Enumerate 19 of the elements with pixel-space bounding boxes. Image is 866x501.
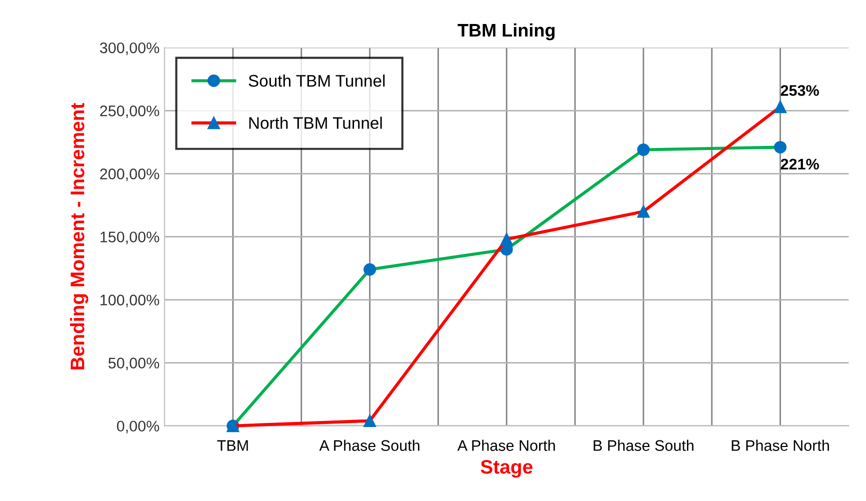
y-tick-label: 200,00%	[100, 168, 160, 182]
x-tick-label: TBM	[217, 440, 248, 451]
x-tick-label: A Phase North	[457, 440, 555, 451]
x-tick-label: B Phase South	[594, 440, 694, 451]
x-tick-label: B Phase North	[732, 440, 829, 451]
chart-title: TBM Lining	[458, 23, 555, 40]
y-tick-label: 300,00%	[100, 42, 160, 56]
y-tick-label: 100,00%	[100, 294, 160, 308]
y-tick-label: 50,00%	[108, 358, 160, 370]
x-tick-label: A Phase South	[319, 440, 420, 451]
y-axis-title: Bending Moment - Increment	[70, 102, 88, 370]
y-tick-label: 250,00%	[100, 106, 160, 118]
annotation: 253%	[780, 85, 819, 96]
annotation: 221%	[780, 158, 819, 170]
legend-label: South TBM Tunnel	[248, 74, 385, 87]
x-axis-title: Stage	[480, 460, 532, 478]
legend-label: North TBM Tunnel	[249, 116, 382, 129]
y-tick-label: 0,00%	[116, 420, 160, 434]
y-tick-label: 150,00%	[100, 232, 160, 244]
